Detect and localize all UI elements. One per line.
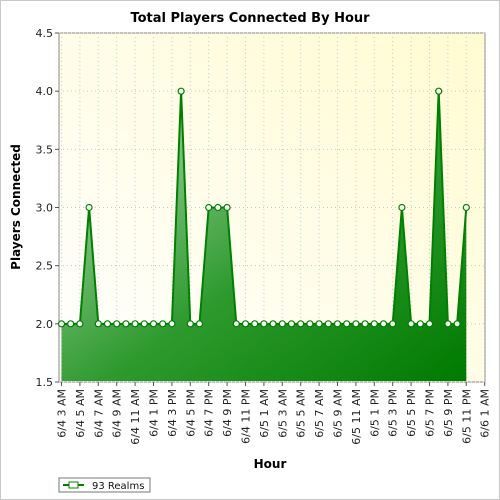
data-point (361, 320, 369, 328)
series-points (57, 87, 470, 328)
x-tick-label: 6/5 3 AM (276, 389, 289, 438)
x-axis-label: Hour (254, 457, 287, 471)
x-tick-label: 6/4 7 AM (92, 389, 105, 438)
data-point (315, 320, 323, 328)
data-point (425, 320, 434, 328)
x-tick-label: 6/5 5 PM (405, 389, 418, 437)
data-point (287, 320, 296, 328)
x-tick-label: 6/5 9 AM (332, 389, 345, 438)
legend-swatch (68, 481, 79, 489)
x-tick-label: 6/5 7 AM (313, 389, 326, 438)
x-tick-label: 6/5 11 AM (350, 389, 363, 445)
data-point (57, 320, 66, 328)
data-point (113, 320, 121, 328)
x-tick-label: 6/4 9 PM (221, 389, 234, 437)
y-tick-label: 2.0 (36, 318, 54, 331)
y-tick-label: 3.0 (36, 202, 54, 215)
data-point (76, 320, 84, 328)
x-tick-label: 6/5 9 PM (442, 389, 455, 437)
x-tick-label: 6/5 5 AM (295, 389, 308, 438)
data-point (416, 320, 424, 328)
data-point (278, 320, 286, 328)
x-tick-label: 6/4 3 AM (56, 389, 69, 438)
legend-box (58, 477, 151, 493)
data-point (269, 320, 277, 328)
x-axis-ticks: 6/4 3 AM 6/4 5 AM 6/4 7 AM 6/4 9 AM 6/4 11 A… (56, 382, 492, 445)
x-tick-label: 6/4 11 PM (240, 389, 253, 444)
x-tick-label: 6/4 11 AM (129, 389, 142, 445)
data-point (343, 320, 351, 328)
data-point (159, 320, 167, 328)
series-area (61, 91, 467, 382)
data-point (223, 203, 231, 212)
y-axis-ticks: 1.5 2.0 2.5 3.0 3.5 4.0 4.5 (36, 27, 59, 389)
data-point (177, 87, 185, 95)
data-point (205, 203, 213, 212)
data-point (389, 320, 397, 328)
data-point (333, 320, 342, 328)
x-tick-label: 6/6 1 AM (479, 389, 492, 438)
data-point (324, 320, 332, 328)
data-point (297, 320, 305, 328)
y-tick-label: 4.0 (36, 85, 54, 98)
x-tick-label: 6/4 3 PM (166, 389, 179, 437)
x-tick-label: 6/4 5 AM (74, 389, 87, 438)
x-tick-label: 6/4 7 PM (203, 389, 216, 437)
data-point (195, 320, 204, 328)
data-point (352, 320, 360, 328)
data-point (251, 320, 259, 328)
legend: 93 Realms (58, 477, 151, 493)
x-tick-label: 6/5 1 AM (258, 389, 271, 438)
data-point (306, 320, 314, 328)
data-point (370, 320, 378, 328)
data-point (67, 320, 75, 328)
data-point (186, 320, 194, 328)
x-tick-label: 6/5 1 PM (368, 389, 381, 437)
data-point (241, 320, 250, 328)
y-tick-label: 1.5 (36, 376, 54, 389)
data-point (149, 320, 158, 328)
data-point (435, 87, 443, 95)
x-tick-label: 6/5 11 PM (460, 389, 473, 444)
x-tick-label: 6/4 1 PM (148, 389, 161, 437)
data-point (94, 320, 102, 328)
data-point (168, 320, 176, 328)
data-point (453, 320, 461, 328)
data-point (131, 320, 139, 328)
data-point (140, 320, 148, 328)
y-tick-label: 3.5 (36, 143, 54, 156)
y-tick-label: 4.5 (36, 27, 54, 40)
y-tick-label: 2.5 (36, 260, 54, 273)
data-point (214, 203, 222, 212)
data-point (122, 320, 130, 328)
x-tick-label: 6/5 3 PM (387, 389, 400, 437)
x-tick-label: 6/4 5 PM (184, 389, 197, 437)
chart-title: Total Players Connected By Hour (130, 11, 370, 26)
data-point (444, 320, 452, 328)
data-point (407, 320, 415, 328)
legend-series-label: 93 Realms (92, 481, 144, 492)
x-tick-label: 6/4 9 AM (111, 389, 124, 438)
data-point (232, 320, 240, 328)
data-point (379, 320, 388, 328)
data-point (260, 320, 268, 328)
data-point (462, 203, 470, 212)
data-point (103, 320, 112, 328)
y-axis-label: Players Connected (9, 144, 23, 270)
x-tick-label: 6/5 7 PM (424, 389, 437, 437)
data-point (398, 203, 406, 212)
data-point (85, 203, 93, 212)
